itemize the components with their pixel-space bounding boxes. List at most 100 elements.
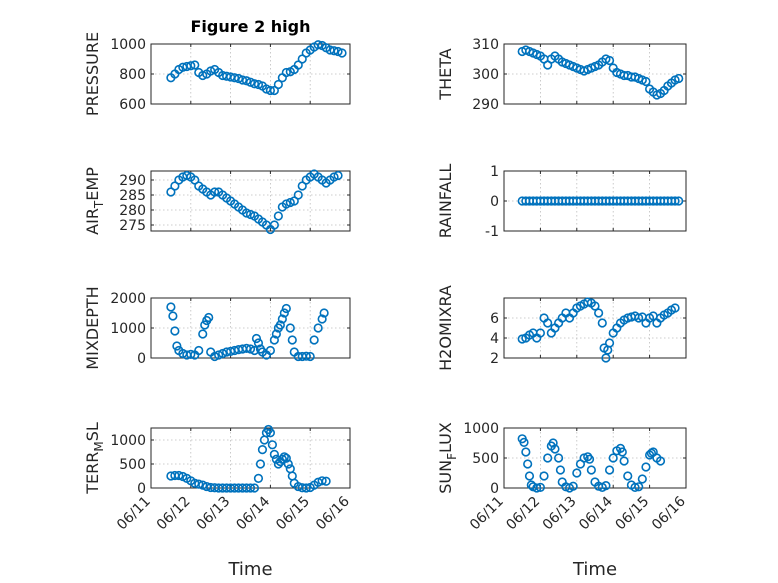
data-point — [623, 471, 633, 481]
data-point — [553, 453, 564, 463]
data-point — [245, 483, 256, 493]
y-tick-label: 2000 — [110, 291, 146, 307]
y-tick-label: 310 — [472, 37, 499, 53]
data-point — [523, 459, 533, 469]
data-point — [271, 329, 281, 339]
data-point — [269, 220, 279, 230]
data-point — [301, 483, 311, 493]
data-point — [539, 471, 549, 481]
data-point — [317, 476, 327, 486]
data-point — [590, 301, 600, 311]
y-axis-label: SUNFLUX — [436, 422, 459, 494]
data-point — [637, 474, 647, 484]
data-point — [543, 318, 553, 328]
data-point — [269, 449, 279, 460]
data-point — [535, 328, 546, 338]
data-point — [277, 73, 287, 83]
data-point — [604, 338, 615, 348]
data-point — [586, 465, 596, 475]
x-tick-label: 06/13 — [194, 494, 234, 534]
data-point — [670, 303, 680, 313]
data-point — [333, 170, 343, 181]
data-point — [521, 447, 531, 457]
y-axis-label: H2OMIXRA — [436, 285, 455, 371]
data-point — [601, 481, 611, 491]
data-point — [604, 55, 615, 66]
y-tick-label: 500 — [472, 451, 499, 467]
data-point — [543, 453, 553, 463]
data-point — [281, 67, 291, 78]
data-point — [309, 335, 319, 345]
x-tick-label: 06/16 — [313, 493, 353, 533]
data-point — [241, 343, 252, 354]
data-point — [174, 470, 184, 481]
data-point — [251, 333, 262, 344]
data-point — [194, 479, 204, 489]
data-point — [273, 79, 283, 90]
data-point — [305, 351, 315, 362]
data-point — [237, 75, 248, 85]
data-point — [253, 473, 264, 484]
data-point — [301, 351, 311, 361]
y-tick-label: 800 — [119, 67, 146, 83]
data-point — [568, 481, 578, 491]
data-point — [229, 73, 240, 83]
x-axis-label: Time — [572, 559, 617, 580]
x-tick-label: 06/12 — [154, 494, 194, 534]
data-point — [313, 40, 323, 50]
data-point — [548, 438, 558, 448]
data-point — [285, 323, 295, 333]
subplot-1: 600 800 1000 PRESSURE Figure 2 high — [83, 17, 351, 116]
data-point — [249, 79, 260, 89]
data-point — [674, 73, 684, 84]
figure-title: Figure 2 high — [191, 17, 311, 36]
data-point — [634, 482, 644, 492]
y-tick-label: 500 — [119, 457, 146, 473]
data-point — [287, 335, 297, 345]
y-tick-label: 4 — [490, 331, 499, 347]
data-point — [674, 196, 684, 206]
data-point — [267, 440, 277, 450]
y-axis-label: PRESSURE — [83, 32, 102, 116]
data-point — [281, 453, 291, 463]
data-point — [281, 303, 291, 314]
x-tick-label: 06/15 — [613, 494, 653, 534]
data-point — [555, 465, 566, 475]
y-tick-label: 280 — [119, 203, 146, 219]
data-point — [584, 454, 595, 464]
y-tick-label: 285 — [119, 188, 146, 204]
subplot-5: 0 1000 2000 MIXDEPTH — [83, 286, 351, 370]
data-point — [257, 445, 268, 455]
data-point — [265, 345, 276, 356]
x-tick-label: 06/13 — [540, 494, 580, 534]
data-point — [253, 338, 264, 348]
data-point — [337, 48, 347, 58]
data-point — [608, 453, 618, 463]
data-point — [277, 454, 287, 464]
data-point — [198, 329, 208, 339]
data-point — [655, 456, 666, 466]
x-tick-label: 06/11 — [114, 494, 154, 534]
x-tick-label: 06/14 — [576, 493, 616, 533]
x-tick-label: 06/12 — [503, 494, 543, 534]
data-point — [200, 320, 210, 330]
data-point — [619, 456, 629, 466]
y-axis-label: TERRMSL — [83, 422, 106, 495]
data-point — [210, 187, 220, 197]
data-point — [524, 471, 535, 481]
y-tick-label: -1 — [485, 224, 499, 240]
data-point — [255, 459, 266, 469]
data-point — [630, 482, 640, 493]
y-tick-label: 290 — [472, 97, 499, 113]
y-tick-label: 1000 — [110, 321, 146, 337]
y-tick-label: 0 — [137, 481, 146, 497]
subplot-4: -1 0 1 RAINFALL — [436, 164, 687, 240]
data-point — [594, 308, 604, 318]
y-axis-label: THETA — [436, 48, 455, 100]
subplot-6: 2 4 6 H2OMIXRA — [436, 285, 687, 371]
y-tick-label: 0 — [137, 351, 146, 367]
data-point — [273, 211, 283, 221]
data-point — [265, 85, 276, 96]
